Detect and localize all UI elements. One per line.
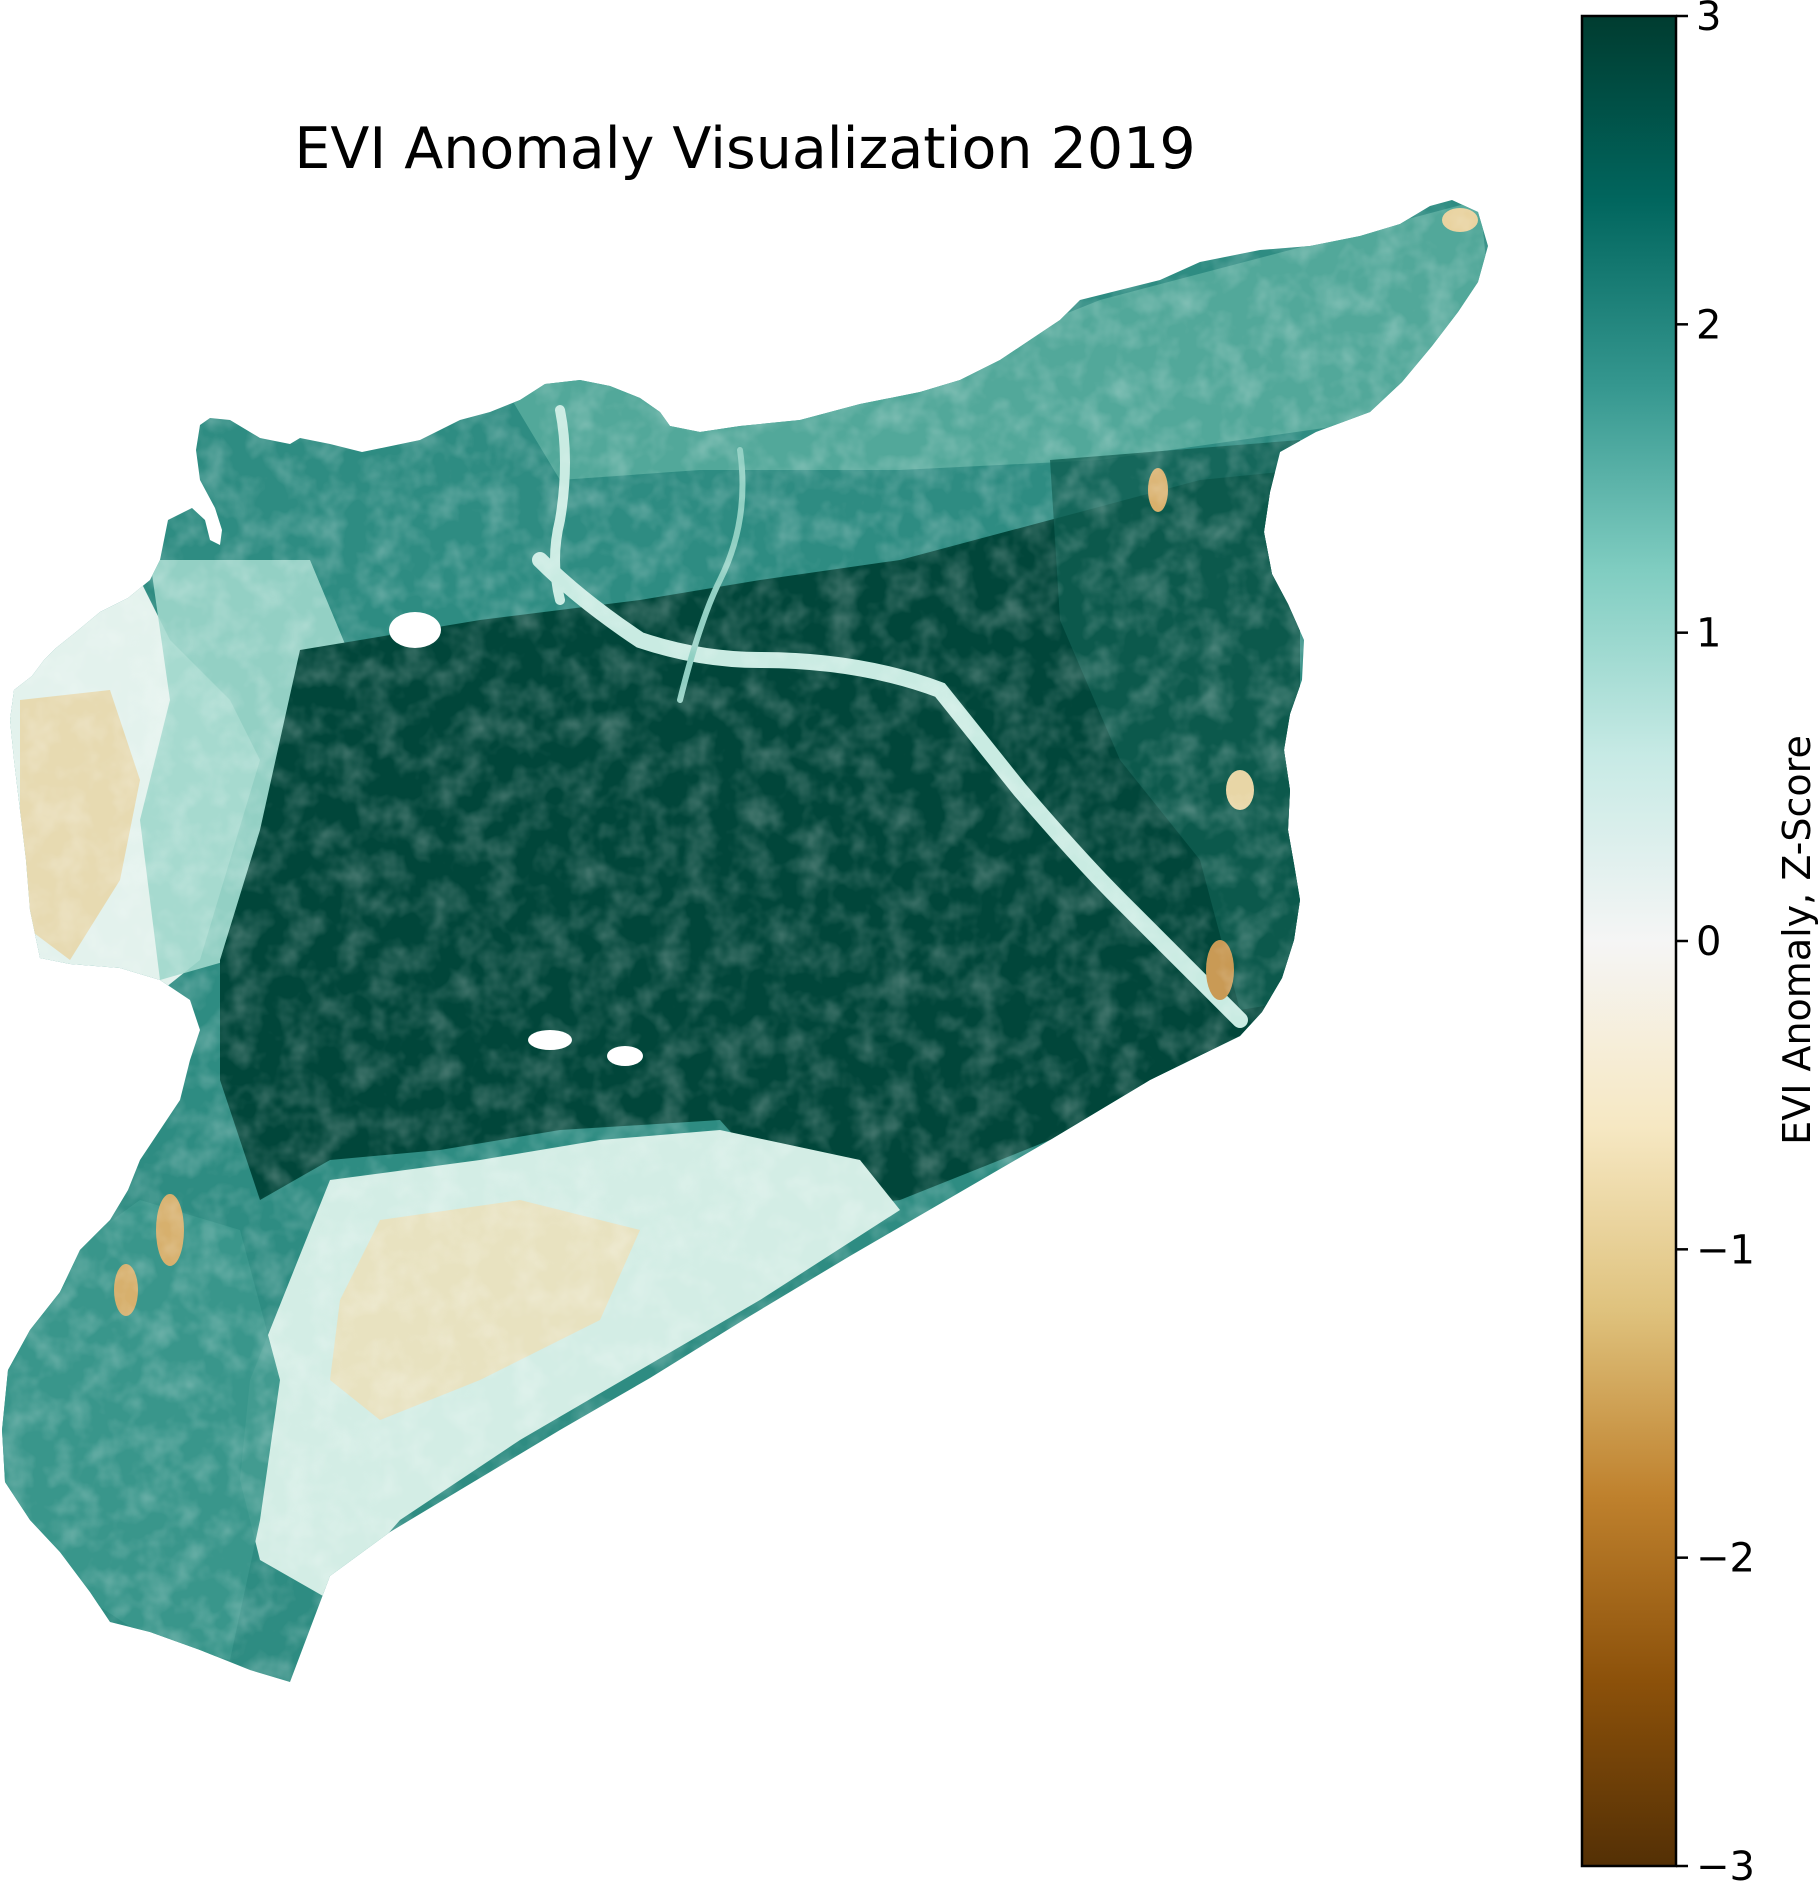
chart-title: EVI Anomaly Visualization 2019 <box>294 116 1195 182</box>
colorbar-tick-label: 1 <box>1696 611 1721 657</box>
colorbar-tick-label: 2 <box>1696 302 1721 348</box>
colorbar-tick-label: −1 <box>1696 1227 1755 1273</box>
colorbar-tick-label: −3 <box>1696 1844 1755 1888</box>
map-texture <box>2 200 1488 1682</box>
colorbar-tick-label: 3 <box>1696 0 1721 40</box>
colorbar-tick-label: 0 <box>1696 919 1721 965</box>
colorbar-label: EVI Anomaly, Z-Score <box>1775 735 1819 1145</box>
evi-anomaly-map <box>2 200 1488 1682</box>
colorbar-ticks: 3 2 1 0 −1 −2 −3 <box>1676 0 1755 1888</box>
colorbar-gradient <box>1582 16 1676 1866</box>
colorbar: 3 2 1 0 −1 −2 −3 EVI Anomaly, Z-Score <box>1580 0 1819 1888</box>
colorbar-tick-label: −2 <box>1696 1536 1755 1582</box>
